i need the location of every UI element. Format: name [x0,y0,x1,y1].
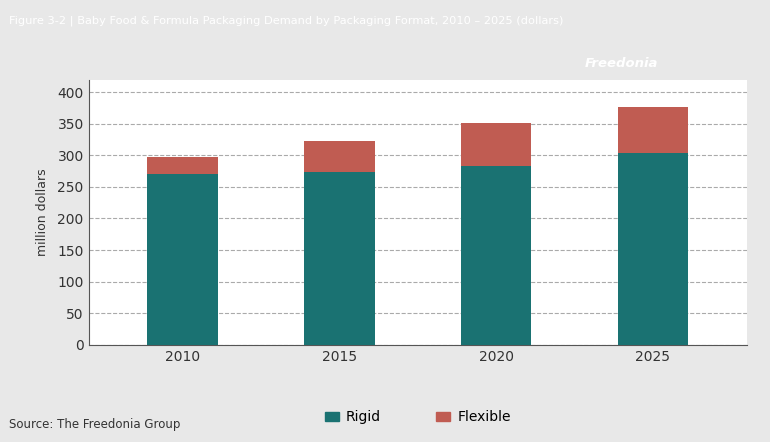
Text: Figure 3-2 | Baby Food & Formula Packaging Demand by Packaging Format, 2010 – 20: Figure 3-2 | Baby Food & Formula Packagi… [9,16,564,26]
Bar [304,172,375,345]
Text: Source: The Freedonia Group: Source: The Freedonia Group [9,418,181,431]
Bar [147,174,218,345]
Bar [304,141,375,172]
Bar [460,166,531,345]
Y-axis label: million dollars: million dollars [36,168,49,256]
Bar [460,123,531,166]
Legend: Rigid, Flexible: Rigid, Flexible [320,405,516,430]
Bar [147,157,218,174]
Text: Freedonia: Freedonia [585,57,658,70]
Bar [618,153,688,345]
Bar [618,107,688,153]
